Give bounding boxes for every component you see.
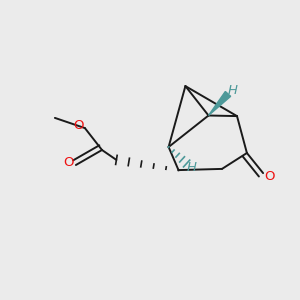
Text: H: H bbox=[187, 161, 197, 174]
Text: H: H bbox=[228, 84, 238, 97]
Text: O: O bbox=[64, 155, 74, 169]
Text: O: O bbox=[264, 170, 274, 183]
Polygon shape bbox=[208, 92, 231, 116]
Text: O: O bbox=[73, 119, 83, 132]
